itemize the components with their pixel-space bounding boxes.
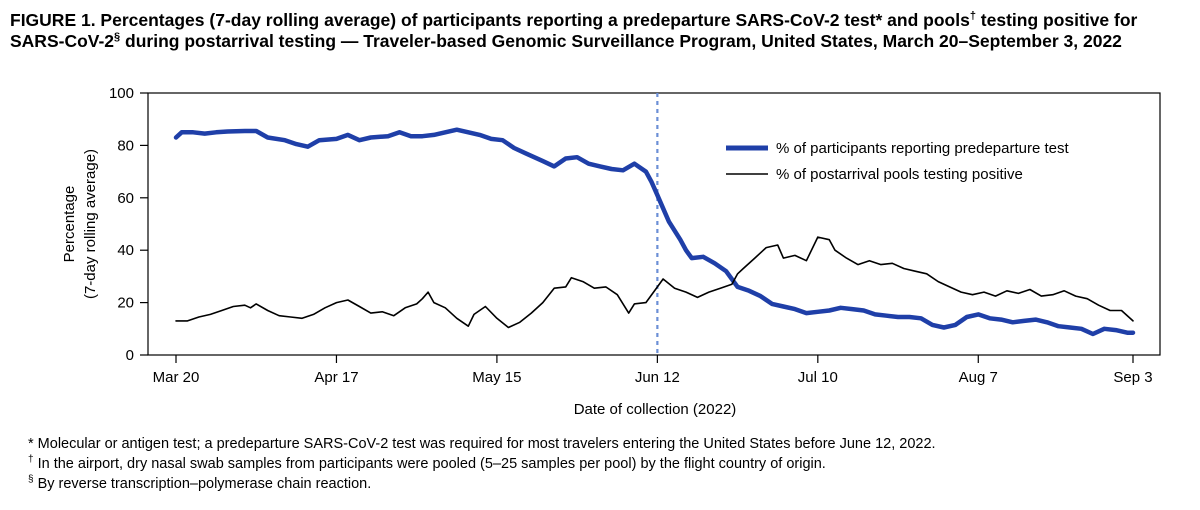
footnote-2-symbol: †	[28, 454, 34, 466]
x-tick-label: May 15	[472, 369, 521, 386]
y-axis-title-line2: (7-day rolling average)	[82, 149, 99, 299]
footnote-3-text: By reverse transcription–polymerase chai…	[33, 476, 372, 492]
series-line-postarrival-positive	[175, 236, 1134, 329]
x-tick-label: Mar 20	[153, 369, 200, 386]
footnote-1: * Molecular or antigen test; a predepart…	[28, 434, 936, 454]
y-tick-label: 100	[109, 85, 134, 102]
title-mark-dagger: †	[969, 10, 976, 23]
x-tick-label: Apr 17	[314, 369, 358, 386]
y-tick-label: 60	[117, 190, 134, 207]
plot-area-frame	[147, 92, 1161, 356]
legend-label-predeparture: % of participants reporting predeparture…	[776, 140, 1069, 157]
footnote-3-symbol: §	[28, 474, 34, 486]
title-mid-1: and pools	[882, 10, 970, 30]
footnote-3: § By reverse transcription–polymerase ch…	[28, 474, 936, 494]
series-line-predeparture-test	[173, 127, 1136, 337]
x-axis: Mar 20 Apr 17 May 15 Jun 12 Jul 10 Aug 7 Sep 3	[153, 355, 1153, 386]
footnote-1-text: Molecular or antigen test; a predepartur…	[33, 436, 936, 452]
figure-title: FIGURE 1. Percentages (7-day rolling ave…	[10, 10, 1190, 52]
title-prefix: FIGURE 1. Percentages (7-day rolling ave…	[10, 10, 876, 30]
title-mark-asterisk: *	[875, 10, 883, 30]
footnote-2-text: In the airport, dry nasal swab samples f…	[33, 456, 826, 472]
x-tick-label: Aug 7	[959, 369, 998, 386]
title-suffix: during postarrival testing — Traveler-ba…	[120, 31, 1122, 51]
legend-label-postarrival: % of postarrival pools testing positive	[776, 166, 1023, 183]
x-tick-label: Jul 10	[798, 369, 838, 386]
legend: % of participants reporting predeparture…	[726, 140, 1069, 183]
x-tick-label: Sep 3	[1113, 369, 1152, 386]
footnote-2: † In the airport, dry nasal swab samples…	[28, 454, 936, 474]
title-mid-2: testing positive for SARS-CoV-2	[10, 10, 1138, 51]
x-axis-title: Date of collection (2022)	[574, 401, 737, 418]
x-tick-label: Jun 12	[635, 369, 680, 386]
y-axis: 0 20 40 60 80 100	[109, 85, 148, 364]
series-layer	[173, 127, 1136, 337]
y-tick-label: 0	[126, 347, 134, 364]
y-tick-label: 40	[117, 242, 134, 259]
y-tick-label: 80	[117, 137, 134, 154]
footnotes: * Molecular or antigen test; a predepart…	[28, 434, 936, 494]
footnote-1-symbol: *	[28, 436, 34, 452]
y-axis-title-line1: Percentage	[61, 186, 78, 263]
title-mark-section: §	[114, 31, 121, 44]
y-tick-label: 20	[117, 295, 134, 312]
line-chart: 0 20 40 60 80 100 Mar 20 Apr 17 May 15 Jun 12 Jul…	[61, 85, 1161, 418]
